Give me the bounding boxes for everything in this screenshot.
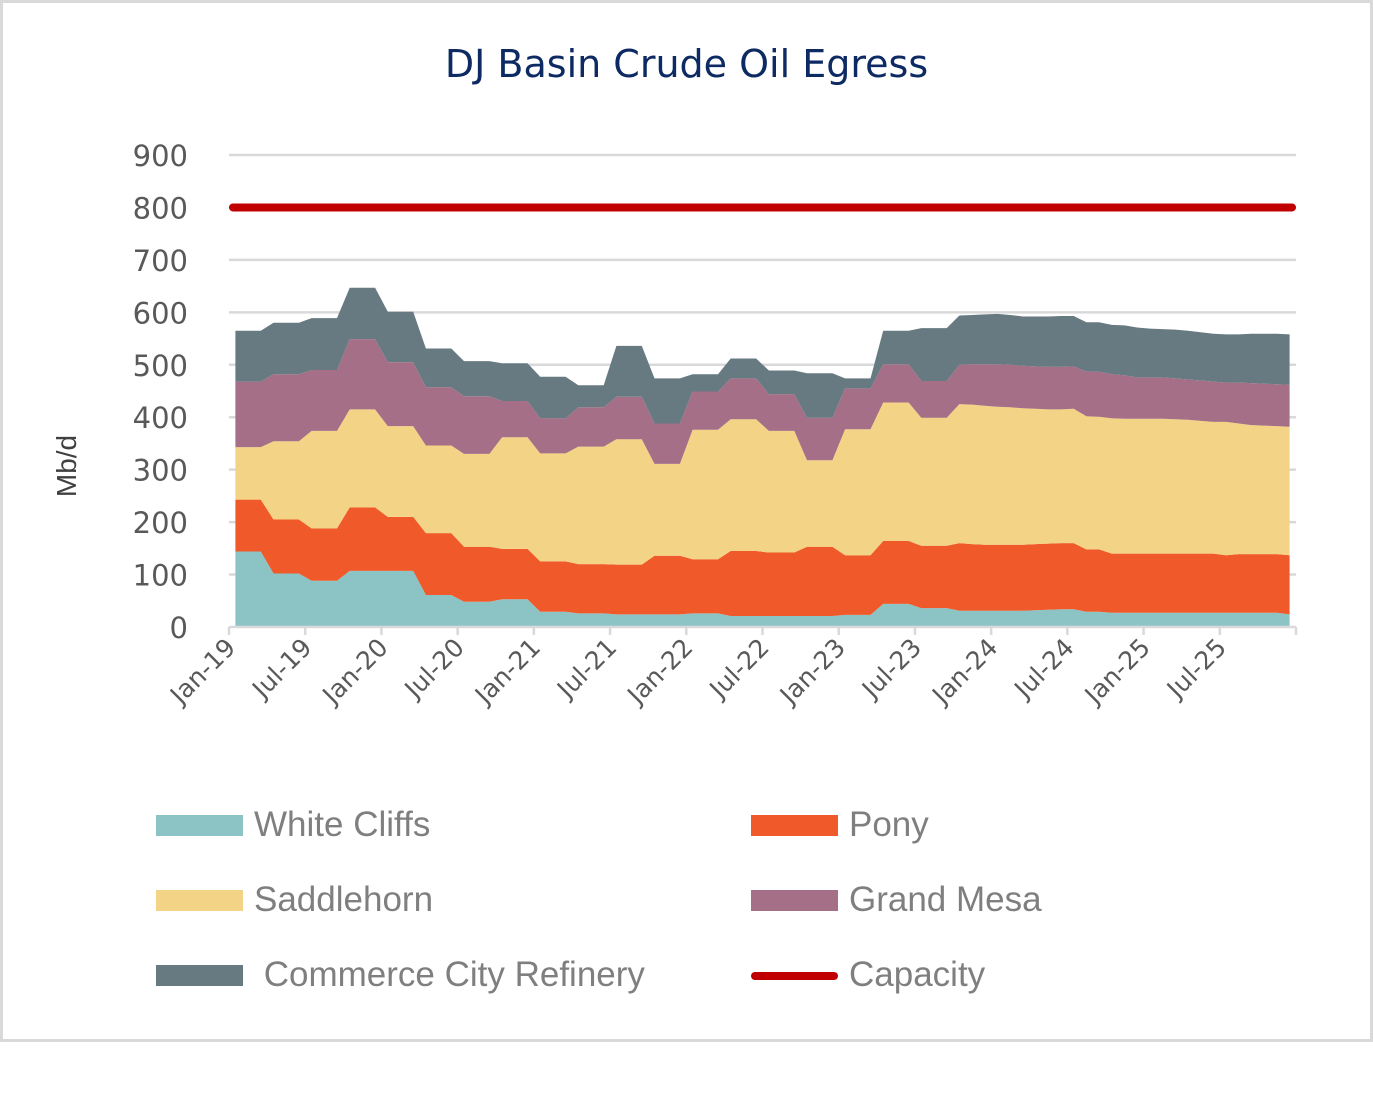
legend-item-commerce-city-refinery[interactable]: Commerce City Refinery [156, 955, 645, 995]
y-tick-label: 400 [133, 401, 188, 435]
legend-swatch-white-cliffs [156, 815, 243, 836]
y-tick-label: 600 [133, 296, 188, 330]
x-tick-label: Jul-22 [703, 633, 775, 705]
y-tick-label: 700 [133, 244, 188, 278]
x-tick-label: Jul-20 [398, 633, 470, 705]
x-tick-label: Jul-23 [855, 633, 927, 705]
legend-item-white-cliffs[interactable]: White Cliffs [156, 805, 430, 845]
y-tick-label: 0 [170, 611, 188, 645]
area-grand-mesa [235, 339, 1290, 464]
legend-label: Grand Mesa [849, 880, 1042, 919]
y-tick-labels: 0 100 200 300 400 500 600 700 800 900 [133, 139, 188, 645]
x-tick-label: Jan-20 [316, 633, 394, 711]
legend-swatch-commerce-city-refinery [156, 965, 243, 986]
x-tick-label: Jan-21 [468, 633, 546, 711]
x-tick-label: Jul-25 [1160, 633, 1232, 705]
y-tick-label: 200 [133, 506, 188, 540]
area-white-cliffs [235, 551, 1290, 627]
x-tick-labels: Jan-19 Jul-19 Jan-20 Jul-20 Jan-21 Jul-21 Jan-… [163, 633, 1232, 711]
y-tick-label: 500 [133, 349, 188, 383]
legend-label: Commerce City Refinery [254, 955, 645, 994]
legend-label: Pony [849, 805, 929, 844]
legend-swatch-pony [751, 815, 838, 836]
area-pony [235, 499, 1290, 616]
legend-label: Capacity [849, 955, 986, 994]
legend-swatch-capacity [751, 972, 838, 980]
legend-item-grand-mesa[interactable]: Grand Mesa [751, 880, 1042, 920]
legend-swatch-saddlehorn [156, 890, 243, 911]
x-tick-label: Jul-21 [550, 633, 622, 705]
x-tick-label: Jan-22 [620, 633, 698, 711]
x-tick-label: Jul-24 [1007, 633, 1079, 705]
legend-item-capacity[interactable]: Capacity [751, 955, 985, 995]
legend-item-saddlehorn[interactable]: Saddlehorn [156, 880, 433, 920]
legend-swatch-grand-mesa [751, 890, 838, 911]
y-axis-label: Mb/d [51, 435, 82, 497]
area-saddlehorn [235, 402, 1290, 565]
legend-item-pony[interactable]: Pony [751, 805, 929, 845]
x-tick-label: Jan-23 [773, 633, 851, 711]
legend-label: Saddlehorn [254, 880, 434, 919]
area-commerce-city-refinery [235, 287, 1290, 424]
x-tick-label: Jan-25 [1078, 633, 1156, 711]
x-tick-label: Jan-24 [925, 633, 1003, 711]
chart-plot: 0 100 200 300 400 500 600 700 800 900 Jan-19 Jul-1… [51, 139, 1298, 711]
y-tick-label: 900 [133, 139, 188, 173]
x-tick-label: Jul-19 [245, 633, 317, 705]
y-tick-label: 800 [133, 191, 188, 225]
chart-title: DJ Basin Crude Oil Egress [444, 42, 929, 86]
axes [227, 625, 1298, 635]
y-tick-label: 100 [133, 559, 188, 593]
y-tick-label: 300 [133, 454, 188, 488]
stacked-areas [235, 287, 1290, 627]
legend-label: White Cliffs [254, 805, 431, 844]
